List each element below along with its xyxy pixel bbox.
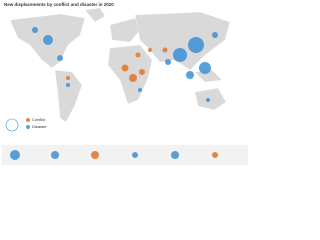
page: New displacements by conflict and disast… — [2, 2, 248, 165]
conflict-bubble — [66, 76, 70, 80]
australia — [194, 87, 227, 111]
legend-label: Conflict — [32, 117, 46, 122]
legend-size — [5, 118, 19, 132]
title: New displacements by conflict and disast… — [4, 2, 114, 7]
disaster-bubble — [165, 59, 171, 65]
disaster-bubble — [199, 62, 211, 74]
bubbles — [32, 27, 218, 102]
world-map — [9, 7, 231, 123]
disaster-bubble — [186, 71, 194, 79]
disaster-bubble — [32, 27, 38, 33]
panel-bubble — [51, 151, 59, 159]
legend-swatch — [26, 118, 30, 122]
bottom-panels — [2, 145, 248, 165]
map-figure: New displacements by conflict and disast… — [2, 2, 248, 165]
panel-bubble — [91, 151, 99, 159]
greenland — [84, 7, 106, 23]
conflict-bubble — [139, 69, 145, 75]
legend-label: Disaster — [32, 124, 47, 129]
asia — [134, 11, 231, 71]
disaster-bubble — [212, 32, 218, 38]
disaster-bubble — [66, 83, 70, 87]
disaster-bubble — [57, 55, 63, 61]
europe — [109, 17, 141, 43]
disaster-bubble — [138, 88, 142, 92]
panel-bubble — [10, 150, 20, 160]
panel-bubble — [212, 152, 218, 158]
disaster-bubble — [43, 35, 53, 45]
conflict-bubble — [129, 74, 137, 82]
panel-bubble — [171, 151, 179, 159]
panel-strip — [2, 145, 248, 165]
conflict-bubble — [148, 48, 152, 52]
south-america — [54, 69, 83, 123]
legend-swatch — [26, 125, 30, 129]
africa — [107, 44, 153, 105]
legend: Conflict Disaster — [5, 117, 47, 132]
panel-bubble — [132, 152, 138, 158]
conflict-bubble — [135, 52, 141, 58]
disaster-bubble — [173, 48, 187, 62]
conflict-bubble — [162, 47, 168, 53]
conflict-bubble — [121, 64, 129, 72]
disaster-bubble — [188, 37, 204, 53]
disaster-bubble — [206, 98, 210, 102]
